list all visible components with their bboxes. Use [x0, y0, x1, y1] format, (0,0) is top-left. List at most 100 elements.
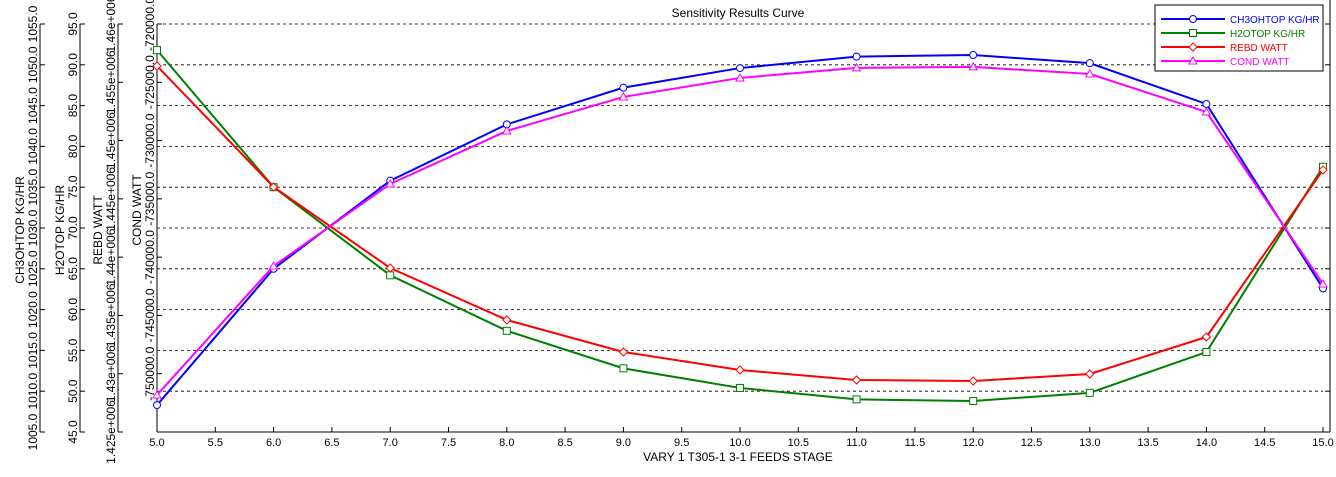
- data-point-square: [1189, 29, 1197, 37]
- data-point-square: [736, 383, 744, 392]
- y-tick-label: 65.0: [66, 257, 80, 281]
- y-tick-label: 1045.0: [26, 87, 40, 124]
- x-tick-label: 8.5: [557, 437, 572, 449]
- x-tick-label: 12.0: [962, 437, 983, 449]
- data-point-circle: [153, 401, 161, 410]
- data-point-diamond: [152, 61, 162, 71]
- legend-label: COND WATT: [1230, 57, 1289, 68]
- y-tick-label: 1030.0: [26, 209, 40, 246]
- data-point-triangle: [268, 260, 279, 270]
- y-tick-label: 1.425e+006: [104, 400, 118, 464]
- data-point-circle: [852, 52, 861, 61]
- x-tick-label: 6.5: [324, 437, 339, 449]
- data-point-circle: [969, 51, 978, 60]
- legend-label: CH3OHTOP KG/HR: [1230, 15, 1320, 26]
- y-tick-label: 60.0: [66, 298, 80, 322]
- y-tick-label: -725000.0: [143, 55, 157, 109]
- data-point-triangle: [968, 61, 979, 71]
- x-tick-label: 5.0: [149, 437, 164, 449]
- x-tick-label: 9.0: [616, 437, 631, 449]
- y-tick-label: -745000.0: [143, 288, 157, 342]
- x-tick-label: 9.5: [674, 437, 689, 449]
- x-tick-label: 10.0: [729, 437, 750, 449]
- data-point-circle: [619, 83, 628, 92]
- y-tick-label: 75.0: [66, 175, 80, 199]
- data-point-square: [969, 396, 978, 405]
- y-tick-label: 1.45e+006: [104, 112, 118, 169]
- data-point-triangle: [618, 91, 629, 101]
- data-point-diamond: [735, 365, 745, 375]
- y-tick-label: 1025.0: [26, 250, 40, 287]
- x-tick-label: 5.5: [208, 437, 223, 449]
- data-point-circle: [1085, 59, 1094, 68]
- y-tick-label: 55.0: [66, 338, 80, 362]
- data-point-circle: [736, 64, 744, 73]
- y-tick-label: 1020.0: [26, 291, 40, 328]
- y-tick-label: 1.455e+006: [104, 50, 118, 114]
- x-tick-label: 13.0: [1079, 437, 1100, 449]
- x-tick-label: 14.0: [1196, 437, 1217, 449]
- y-tick-label: 1.44e+006: [104, 228, 118, 285]
- y-tick-label: 1040.0: [26, 128, 40, 165]
- y-tick-label: 1055.0: [26, 5, 40, 42]
- y-tick-label: 95.0: [66, 12, 80, 36]
- data-point-triangle: [735, 72, 745, 82]
- x-tick-label: 6.0: [266, 437, 281, 449]
- x-tick-label: 7.0: [383, 437, 398, 449]
- data-point-circle: [1189, 15, 1197, 23]
- x-tick-label: 15.0: [1312, 437, 1333, 449]
- data-point-diamond: [268, 182, 279, 192]
- y-axis-title: COND WATT: [130, 174, 144, 246]
- data-point-triangle: [1084, 68, 1095, 78]
- data-point-square: [1085, 388, 1094, 397]
- y-tick-label: 1015.0: [26, 332, 40, 369]
- y-tick-label: 85.0: [66, 94, 80, 118]
- x-axis-label: VARY 1 T305-1 3-1 FEEDS STAGE: [643, 450, 833, 464]
- y-tick-label: 1.43e+006: [104, 345, 118, 402]
- data-point-triangle: [851, 62, 862, 72]
- data-point-diamond: [618, 347, 629, 357]
- y-tick-label: -735000.0: [143, 172, 157, 226]
- y-tick-label: 70.0: [66, 216, 80, 240]
- y-tick-label: 1.46e+006: [104, 0, 118, 53]
- data-point-square: [619, 364, 628, 373]
- y-tick-label: 1010.0: [26, 373, 40, 410]
- y-axis-title: REBD WATT: [91, 195, 105, 265]
- data-point-diamond: [1201, 332, 1212, 342]
- data-point-triangle: [1188, 55, 1198, 65]
- data-point-square: [1202, 348, 1211, 357]
- y-tick-label: -720000.0: [143, 0, 157, 51]
- y-tick-label: -750000.0: [143, 346, 157, 400]
- x-tick-label: 7.5: [441, 437, 456, 449]
- y-tick-label: 45.0: [66, 420, 80, 444]
- data-point-triangle: [1318, 278, 1328, 288]
- y-tick-label: 80.0: [66, 134, 80, 158]
- y-tick-label: 1035.0: [26, 169, 40, 206]
- y-tick-label: 1.445e+006: [104, 167, 118, 231]
- data-point-triangle: [501, 125, 512, 135]
- data-point-diamond: [1085, 369, 1095, 379]
- y-tick-label: -730000.0: [143, 113, 157, 167]
- data-point-square: [153, 46, 161, 55]
- legend-label: REBD WATT: [1230, 43, 1288, 54]
- data-point-circle: [1202, 99, 1211, 108]
- data-point-diamond: [1318, 165, 1328, 175]
- y-tick-label: 50.0: [66, 379, 80, 403]
- x-tick-label: 11.5: [905, 437, 926, 449]
- data-point-square: [502, 326, 511, 335]
- y-tick-label: 90.0: [66, 53, 80, 77]
- x-tick-label: 12.5: [1021, 437, 1042, 449]
- legend-label: H2OTOP KG/HR: [1230, 29, 1305, 40]
- data-point-triangle: [1201, 106, 1212, 116]
- x-tick-label: 13.5: [1137, 437, 1158, 449]
- data-point-square: [386, 271, 395, 280]
- data-point-square: [852, 395, 861, 404]
- data-point-triangle: [385, 178, 396, 188]
- y-tick-label: 1050.0: [26, 46, 40, 83]
- data-point-diamond: [385, 263, 395, 273]
- y-tick-label: -740000.0: [143, 230, 157, 284]
- data-point-diamond: [968, 376, 978, 386]
- data-point-triangle: [152, 389, 162, 399]
- y-tick-label: 1.435e+006: [104, 283, 118, 347]
